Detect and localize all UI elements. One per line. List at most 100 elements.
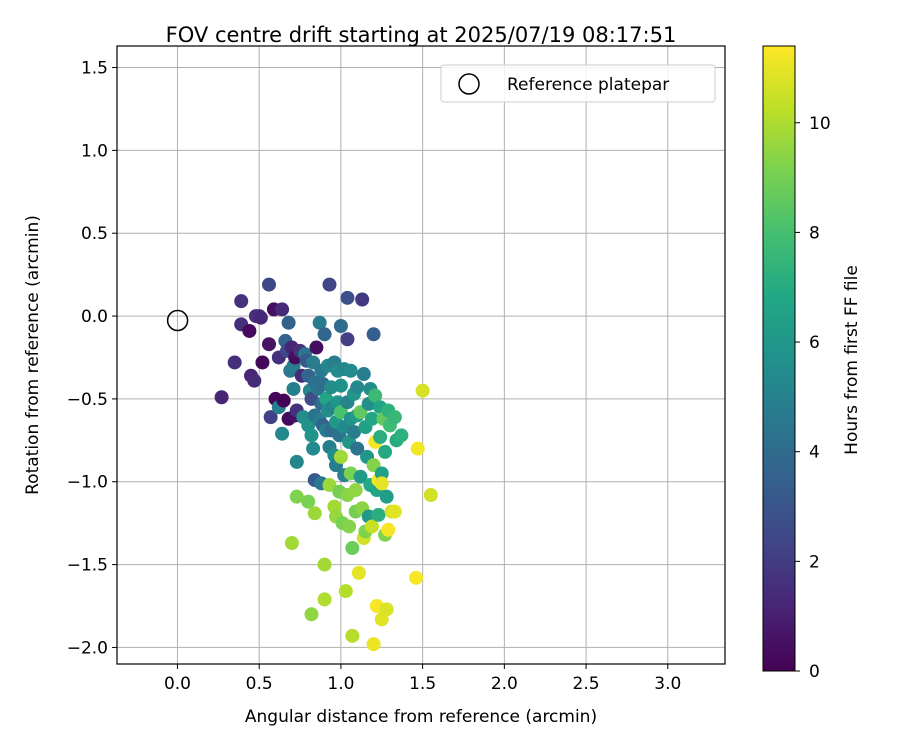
x-tick-label: 1.0 (327, 674, 354, 694)
x-tick-label: 3.0 (654, 674, 681, 694)
data-point (289, 489, 304, 504)
x-tick-label: 1.5 (409, 674, 436, 694)
data-point (275, 302, 290, 317)
data-point (346, 425, 361, 440)
data-point (214, 390, 229, 405)
data-point (227, 355, 242, 370)
data-point (381, 522, 396, 537)
colorbar-label: Hours from first FF file (842, 265, 862, 455)
data-point (410, 441, 425, 456)
chart-title: FOV centre drift starting at 2025/07/19 … (166, 23, 677, 47)
data-point (317, 557, 332, 572)
legend: Reference platepar (440, 64, 716, 103)
data-point (353, 469, 368, 484)
y-tick-label: 0.5 (81, 224, 108, 244)
data-point (373, 430, 388, 445)
y-axis-ticks: 1.5 1.0 0.5 0.0 −0.5 −1.0 −1.5 −2.0 (67, 59, 117, 658)
data-point (387, 410, 402, 425)
colorbar: 0 2 4 6 8 10 Hours from first FF file (762, 45, 862, 682)
data-point (307, 506, 322, 521)
colorbar-tick-label: 2 (809, 552, 820, 572)
y-axis-label: Rotation from reference (arcmin) (23, 215, 43, 495)
data-point (333, 449, 348, 464)
data-point (234, 294, 249, 309)
data-point (262, 337, 276, 352)
x-tick-label: 2.5 (573, 674, 600, 694)
data-point (364, 519, 379, 534)
colorbar-tick-label: 10 (809, 114, 831, 134)
data-point (322, 478, 337, 493)
data-point (345, 541, 360, 556)
data-point (312, 315, 327, 330)
data-point (374, 466, 389, 481)
y-tick-label: 0.0 (81, 307, 108, 327)
y-tick-label: 1.5 (81, 59, 108, 79)
colorbar-tick-label: 8 (809, 223, 820, 243)
reference-platepar-marker (166, 309, 189, 332)
x-axis-label: Angular distance from reference (arcmin) (245, 707, 597, 727)
data-point (304, 607, 319, 622)
data-point (306, 441, 321, 456)
data-point (394, 428, 409, 443)
data-point (333, 405, 348, 420)
y-tick-label: −1.5 (67, 556, 108, 576)
data-point (284, 536, 299, 551)
data-point (253, 310, 268, 325)
plot-frame (116, 45, 726, 665)
y-tick-label: 1.0 (81, 141, 108, 161)
grid-lines (117, 46, 725, 664)
data-point (309, 340, 324, 355)
y-tick-label: −2.0 (67, 638, 108, 658)
data-point (338, 584, 353, 599)
data-point (275, 426, 290, 441)
data-point (350, 380, 365, 395)
data-point (262, 277, 276, 292)
data-points (214, 277, 438, 652)
data-point (340, 332, 355, 347)
data-point (379, 602, 394, 617)
colorbar-ticks: 0 2 4 6 8 10 (795, 114, 831, 682)
data-point (356, 367, 371, 382)
colorbar-tick-label: 6 (809, 333, 820, 353)
colorbar-tick-label: 4 (809, 443, 820, 463)
data-point (378, 444, 393, 459)
x-axis-ticks: 0.0 0.5 1.0 1.5 2.0 2.5 3.0 (164, 664, 681, 694)
data-point (343, 363, 358, 378)
data-point (322, 277, 337, 292)
x-tick-label: 0.5 (246, 674, 273, 694)
data-point (371, 507, 386, 522)
data-point (317, 592, 332, 607)
data-point (379, 489, 394, 504)
data-point (366, 327, 381, 342)
x-tick-label: 0.0 (164, 674, 191, 694)
data-point (409, 570, 424, 585)
data-point (342, 519, 357, 534)
x-tick-label: 2.0 (491, 674, 518, 694)
data-point (366, 637, 381, 652)
data-point (281, 315, 296, 330)
data-point (333, 378, 348, 393)
data-point (415, 383, 430, 398)
data-point (387, 504, 402, 519)
data-point (276, 393, 291, 408)
y-tick-label: −1.0 (67, 473, 108, 493)
legend-label: Reference platepar (507, 75, 669, 95)
colorbar-tick-label: 0 (809, 662, 820, 682)
data-point (242, 323, 257, 338)
data-point (247, 373, 262, 388)
data-point (301, 494, 316, 509)
data-point (289, 454, 304, 469)
data-point (351, 565, 366, 580)
data-point (364, 411, 379, 426)
data-point (263, 410, 278, 425)
data-point (350, 441, 365, 456)
legend-marker-icon (458, 73, 480, 95)
legend-box (440, 64, 716, 103)
data-point (317, 327, 332, 342)
data-point (333, 319, 348, 334)
data-point (340, 290, 355, 305)
data-point (348, 483, 363, 498)
data-point (255, 355, 270, 370)
y-tick-label: −0.5 (67, 390, 108, 410)
